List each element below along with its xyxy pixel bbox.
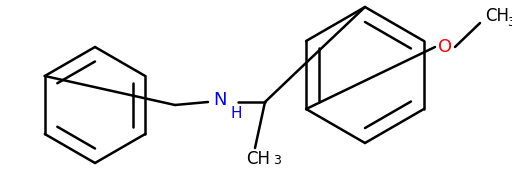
Text: CH: CH [485, 7, 509, 25]
Text: 3: 3 [507, 16, 512, 28]
Text: N: N [214, 91, 227, 109]
Text: O: O [438, 38, 452, 56]
Text: CH: CH [246, 150, 270, 168]
Text: H: H [230, 106, 242, 121]
Text: 3: 3 [273, 154, 281, 167]
